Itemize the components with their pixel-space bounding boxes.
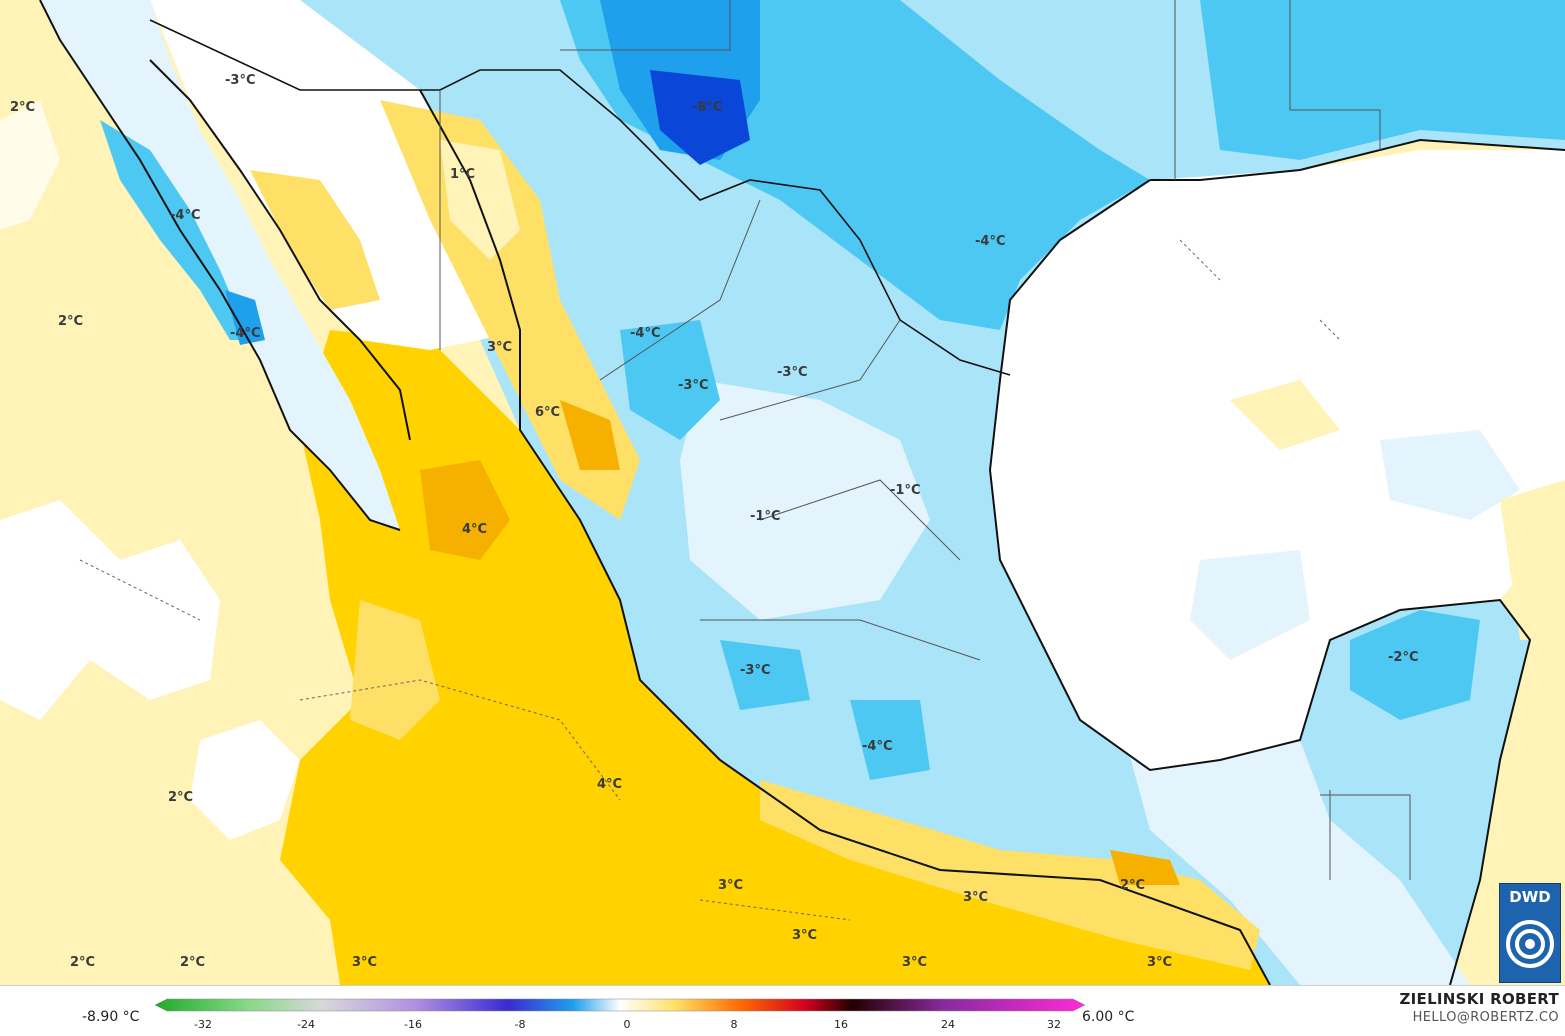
gulf-coast	[988, 179, 1532, 985]
warm-patch	[350, 600, 440, 740]
temp-label: -4°C	[230, 326, 260, 341]
mainland-cold-zone	[300, 0, 1565, 985]
colorbar-tick: -8	[515, 1018, 526, 1031]
south-cold-patch	[850, 700, 930, 780]
gulf-pale-patch	[1190, 550, 1310, 660]
northeast-cold-zone	[1200, 0, 1565, 160]
central-pale-zone	[680, 380, 930, 620]
temp-label: -4°C	[862, 739, 892, 754]
temp-label: -1°C	[750, 509, 780, 524]
gulf-warm-patch	[1230, 380, 1340, 450]
legend-bar: -8.90 °C -32 -24 -16 -8 0 8	[0, 985, 1565, 1036]
contour-lines	[79, 239, 1341, 921]
map-canvas: 2°C -3°C -8°C 1°C -4°C -4°C 2°C -4°C -4°…	[0, 0, 1565, 985]
colorbar-tick: -32	[194, 1018, 212, 1031]
temp-label: 3°C	[1147, 955, 1172, 970]
gulf-pale-patch	[1380, 430, 1520, 520]
temp-label: 6°C	[535, 405, 560, 420]
temp-label: 2°C	[10, 100, 35, 115]
temp-label: 2°C	[1120, 878, 1145, 893]
baja-east-coast	[149, 59, 411, 441]
coldest-core	[650, 70, 750, 165]
dwd-swirl-icon	[1506, 920, 1554, 968]
temp-label: 2°C	[70, 955, 95, 970]
colorbar-tick: 24	[941, 1018, 955, 1031]
colorbar-tick: 8	[731, 1018, 738, 1031]
temp-label: -1°C	[890, 483, 920, 498]
temp-label: 3°C	[792, 928, 817, 943]
temp-label: -3°C	[225, 73, 255, 88]
temp-label: -2°C	[1388, 650, 1418, 665]
state-borders	[439, 0, 1411, 880]
colorbar-tick: -16	[404, 1018, 422, 1031]
temp-label: 3°C	[718, 878, 743, 893]
warm-core	[420, 460, 510, 560]
temp-label: 3°C	[487, 340, 512, 355]
temp-label: 3°C	[902, 955, 927, 970]
baja-cold-core	[225, 290, 265, 345]
baja-west-coast	[39, 0, 401, 531]
ocean-white-patch	[190, 720, 300, 840]
gulf-warm-patch	[1500, 480, 1565, 640]
temperature-map: 2°C -3°C -8°C 1°C -4°C -4°C 2°C -4°C -4°…	[0, 0, 1565, 985]
temp-label: 2°C	[180, 955, 205, 970]
gulf-of-california	[150, 0, 520, 350]
sierra-warm-core	[560, 400, 620, 470]
temp-label: 3°C	[963, 890, 988, 905]
south-coast-warm-core	[1110, 850, 1180, 885]
temp-label: 2°C	[168, 790, 193, 805]
warm-coastal-band	[280, 330, 1270, 985]
colorbar-max-value: 6.00 °C	[1082, 1009, 1135, 1025]
temp-label: -8°C	[692, 100, 722, 115]
south-cold-patch	[720, 640, 810, 710]
dwd-logo: DWD	[1499, 883, 1561, 983]
temp-label: -3°C	[740, 663, 770, 678]
southeast-pale-zone	[1120, 720, 1470, 985]
ocean-white-patch	[0, 500, 220, 720]
colorbar-tick: 0	[624, 1018, 631, 1031]
colorbar-tick: 16	[834, 1018, 848, 1031]
temp-label: 4°C	[597, 777, 622, 792]
temp-label: -4°C	[975, 234, 1005, 249]
yucatan-cold-zone	[1350, 610, 1480, 720]
temp-label: 2°C	[58, 314, 83, 329]
gulf-of-mexico	[990, 150, 1565, 770]
colorbar-tick: 32	[1047, 1018, 1061, 1031]
temp-label: -3°C	[777, 365, 807, 380]
colorbar-min-value: -8.90 °C	[82, 1009, 140, 1025]
gulf-warm-zone	[250, 170, 380, 310]
baja-land	[40, 0, 400, 530]
temp-label: 1°C	[450, 167, 475, 182]
colorbar-tick: -24	[297, 1018, 315, 1031]
temp-label: 3°C	[352, 955, 377, 970]
dwd-logo-text: DWD	[1509, 888, 1551, 906]
baja-cold-zone	[100, 120, 250, 340]
us-gulf-coast	[1150, 138, 1565, 181]
author-credit: ZIELINSKI ROBERT	[1399, 990, 1559, 1008]
temp-label: -3°C	[678, 378, 708, 393]
sierra-warm-light	[440, 140, 520, 260]
temp-label: 4°C	[462, 522, 487, 537]
colorbar: -32 -24 -16 -8 0 8 16 24 32	[155, 998, 1085, 1031]
ocean-white-patch	[0, 100, 60, 230]
temp-label: -4°C	[170, 208, 200, 223]
pacific-mainland-coast	[419, 89, 1271, 985]
temp-label: -4°C	[630, 326, 660, 341]
author-email: HELLO@ROBERTZ.CO	[1412, 1010, 1559, 1025]
temperature-labels: 2°C -3°C -8°C 1°C -4°C -4°C 2°C -4°C -4°…	[10, 73, 1418, 970]
